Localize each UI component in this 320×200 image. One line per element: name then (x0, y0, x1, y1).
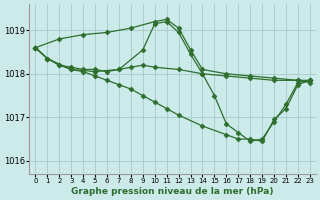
X-axis label: Graphe pression niveau de la mer (hPa): Graphe pression niveau de la mer (hPa) (71, 187, 274, 196)
